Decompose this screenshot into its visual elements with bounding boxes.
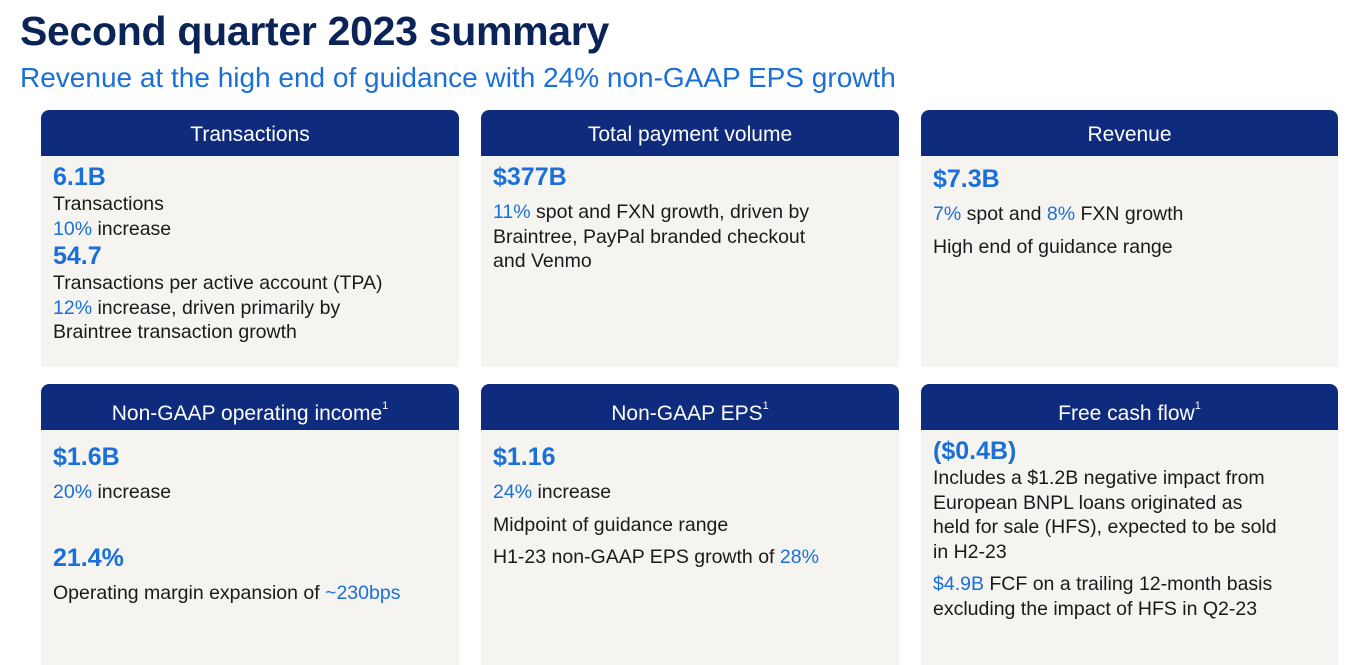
card-body: ($0.4B) Includes a $1.2B negative impact…: [921, 430, 1338, 621]
line-text: H1-23 non-GAAP EPS growth of: [493, 546, 780, 568]
card-tpv: Total payment volume $377B 11% spot and …: [481, 110, 899, 367]
card-free-cash-flow: Free cash flow1 ($0.4B) Includes a $1.2B…: [921, 384, 1338, 665]
tpv-line-3: and Venmo: [493, 250, 592, 272]
tpa-value: 54.7: [53, 242, 102, 270]
card-body: $377B 11% spot and FXN growth, driven by…: [481, 156, 899, 274]
operating-income-value: $1.6B: [53, 443, 120, 471]
footnote-marker: 1: [762, 400, 769, 412]
eps-h1-growth: H1-23 non-GAAP EPS growth of 28%: [493, 545, 887, 570]
card-header-operating-income: Non-GAAP operating income1: [41, 384, 459, 430]
operating-margin-value: 21.4%: [53, 543, 124, 572]
tpa-growth: 12% increase, driven primarily by: [53, 296, 447, 321]
highlight-value: 10%: [53, 217, 93, 240]
tpv-line-1: 11% spot and FXN growth, driven by: [493, 200, 887, 225]
line-text: FCF on a trailing 12-month basis: [983, 573, 1273, 595]
eps-guidance: Midpoint of guidance range: [493, 513, 729, 536]
tpv-value: $377B: [493, 163, 567, 191]
fcf-line-4: in H2-23: [933, 540, 1007, 563]
card-body: 6.1B Transactions 10% increase 54.7 Tran…: [41, 156, 459, 345]
fcf-line-2: European BNPL loans originated as: [933, 491, 1243, 514]
card-header-eps: Non-GAAP EPS1: [481, 384, 899, 430]
transactions-value: 6.1B: [53, 163, 106, 191]
line-text: spot and FXN growth, driven by: [530, 201, 810, 223]
card-revenue: Revenue $7.3B 7% spot and 8% FXN growth …: [921, 110, 1338, 367]
highlight-value: 28%: [779, 546, 819, 568]
line-text: increase, driven primarily by: [92, 296, 341, 319]
line-text: increase: [92, 481, 172, 503]
transactions-growth: 10% increase: [53, 217, 447, 242]
card-body: $1.6B 20% increase 21.4% Operating margi…: [41, 430, 459, 605]
tpa-label: Transactions per active account (TPA): [53, 272, 383, 294]
eps-growth: 24% increase: [493, 480, 887, 505]
highlight-value: 7%: [933, 203, 962, 225]
highlight-value: $4.9B: [933, 573, 984, 595]
card-header-tpv: Total payment volume: [481, 110, 899, 156]
card-header-label: Revenue: [1087, 123, 1172, 146]
fcf-line-1: Includes a $1.2B negative impact from: [933, 467, 1265, 489]
card-operating-income: Non-GAAP operating income1 $1.6B 20% inc…: [41, 384, 459, 665]
line-text: Operating margin expansion of: [53, 581, 326, 604]
highlight-value: ~230bps: [325, 581, 401, 604]
line-text: increase: [532, 481, 612, 503]
fcf-ttm: $4.9B FCF on a trailing 12-month basis: [933, 572, 1326, 597]
card-transactions: Transactions 6.1B Transactions 10% incre…: [41, 110, 459, 367]
fcf-ttm-cont: excluding the impact of HFS in Q2-23: [933, 597, 1258, 620]
card-header-label: Non-GAAP EPS: [611, 402, 763, 425]
page-subtitle: Revenue at the high end of guidance with…: [20, 62, 896, 93]
page-title: Second quarter 2023 summary: [20, 8, 609, 54]
card-header-revenue: Revenue: [921, 110, 1338, 156]
footnote-marker: 1: [382, 400, 389, 412]
line-text: spot and: [961, 203, 1047, 225]
transactions-label: Transactions: [53, 193, 164, 215]
card-header-transactions: Transactions: [41, 110, 459, 156]
operating-margin-expansion: Operating margin expansion of ~230bps: [53, 581, 447, 606]
eps-value: $1.16: [493, 443, 556, 471]
card-body: $1.16 24% increase Midpoint of guidance …: [481, 430, 899, 570]
footnote-marker: 1: [1194, 400, 1201, 412]
fcf-line-3: held for sale (HFS), expected to be sold: [933, 516, 1277, 538]
fcf-value: ($0.4B): [933, 437, 1017, 465]
revenue-growth: 7% spot and 8% FXN growth: [933, 202, 1326, 227]
card-eps: Non-GAAP EPS1 $1.16 24% increase Midpoin…: [481, 384, 899, 665]
card-header-label: Total payment volume: [587, 123, 793, 146]
revenue-value: $7.3B: [933, 165, 1000, 193]
highlight-value: 20%: [53, 481, 93, 503]
revenue-guidance: High end of guidance range: [933, 235, 1173, 258]
card-header-label: Non-GAAP operating income: [111, 402, 383, 425]
tpv-line-2: Braintree, PayPal branded checkout: [493, 225, 806, 248]
tpa-growth-cont: Braintree transaction growth: [53, 321, 297, 343]
card-header-label: Transactions: [190, 123, 310, 146]
card-header-label: Free cash flow: [1058, 402, 1195, 425]
highlight-value: 12%: [53, 296, 93, 319]
highlight-value: 11%: [493, 201, 531, 223]
highlight-value: 8%: [1046, 203, 1076, 225]
highlight-value: 24%: [493, 481, 533, 503]
line-text: increase: [92, 217, 172, 240]
operating-income-growth: 20% increase: [53, 480, 447, 505]
line-text: FXN growth: [1075, 203, 1184, 225]
card-body: $7.3B 7% spot and 8% FXN growth High end…: [921, 156, 1338, 259]
card-header-free-cash-flow: Free cash flow1: [921, 384, 1338, 430]
